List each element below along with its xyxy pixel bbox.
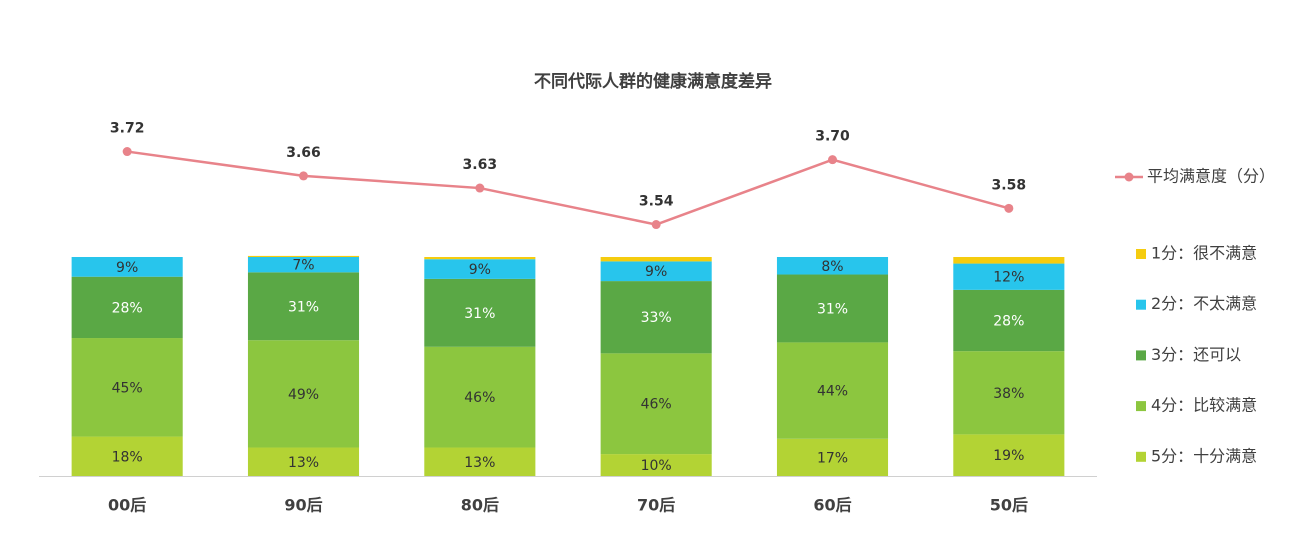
data-label: 12% (993, 270, 1024, 286)
x-tick-label: 70后 (637, 496, 675, 515)
data-label: 31% (464, 306, 495, 322)
data-label: 9% (645, 264, 667, 280)
bar-segment (600, 454, 712, 476)
line-point (299, 171, 308, 181)
data-label: 3.70 (815, 129, 850, 145)
line-point (1004, 203, 1014, 213)
data-label: 3.58 (992, 177, 1027, 193)
legend-swatch (1136, 451, 1146, 462)
data-label: 13% (464, 455, 495, 471)
legend-label: 3分：还可以 (1151, 345, 1241, 364)
data-label: 44% (817, 384, 848, 400)
data-label: 3.63 (463, 157, 498, 173)
bar-segment (71, 338, 183, 437)
line-point (651, 220, 661, 230)
bar-segment (953, 263, 1065, 290)
line-point (122, 147, 132, 157)
data-label: 45% (112, 380, 143, 396)
data-label: 18% (112, 449, 143, 465)
bar-segment (424, 278, 536, 347)
bar-segment (424, 259, 536, 279)
x-tick-label: 50后 (990, 496, 1028, 515)
bar-segment (953, 351, 1065, 435)
line-point (828, 155, 837, 165)
legend-label: 5分：十分满意 (1151, 446, 1257, 465)
bar-segment (600, 353, 712, 455)
bar-segment (953, 257, 1065, 264)
legend-label: 2分：不太满意 (1151, 294, 1257, 313)
bar-segment (600, 261, 712, 282)
chart-title: 不同代际人群的健康满意度差异 (534, 71, 772, 92)
data-label: 19% (993, 448, 1024, 464)
bar-segment (247, 257, 360, 273)
data-label: 9% (116, 260, 138, 276)
line (126, 150, 1010, 226)
data-label: 28% (112, 300, 143, 316)
data-label: 8% (821, 259, 843, 275)
data-label: 3.72 (110, 121, 145, 137)
bar-segment (71, 436, 183, 476)
line-point (475, 183, 485, 193)
x-tick-label: 80后 (461, 496, 499, 515)
bar-segment (953, 289, 1065, 352)
bar-segment (247, 447, 360, 476)
x-tick-label: 60后 (813, 496, 851, 515)
legend-swatch (1136, 299, 1146, 310)
bar-segment (71, 257, 183, 277)
data-label: 31% (817, 301, 848, 317)
legend-marker (1124, 172, 1134, 182)
data-label: 3.54 (639, 194, 674, 210)
data-label: 38% (993, 386, 1024, 402)
bar-segment (776, 274, 889, 343)
data-label: 9% (469, 262, 491, 278)
data-label: 46% (464, 390, 495, 406)
data-label: 31% (288, 299, 319, 315)
legend-label: 1分：很不满意 (1151, 244, 1257, 263)
data-label: 46% (641, 397, 672, 413)
legend-swatch (1136, 401, 1146, 412)
bar-segment (776, 257, 889, 275)
data-label: 33% (641, 310, 672, 326)
legend-swatch (1136, 249, 1146, 259)
legend-swatch (1136, 350, 1146, 361)
legend-label: 平均满意度（分） (1147, 167, 1275, 186)
bar-segment (776, 342, 889, 439)
bar-segment (247, 340, 360, 448)
bar-segment (247, 255, 360, 257)
x-tick-label: 00后 (108, 496, 146, 515)
bar-segment (953, 434, 1065, 476)
bar-segment (71, 276, 183, 339)
data-label: 7% (292, 258, 314, 274)
bar-segment (600, 281, 712, 354)
data-label: 49% (288, 387, 319, 403)
data-label: 3.66 (286, 145, 321, 161)
x-tick-label: 90后 (284, 496, 322, 515)
bar-segment (600, 257, 712, 262)
data-label: 17% (817, 450, 848, 466)
data-label: 28% (993, 314, 1024, 330)
data-label: 10% (641, 458, 672, 474)
bar-segment (424, 447, 536, 476)
data-label: 13% (288, 455, 319, 471)
bar-segment (424, 346, 536, 448)
bar-segment (247, 272, 360, 341)
bar-segment (424, 257, 536, 260)
bar-segment (776, 438, 889, 476)
legend-label: 4分：比较满意 (1151, 396, 1257, 415)
